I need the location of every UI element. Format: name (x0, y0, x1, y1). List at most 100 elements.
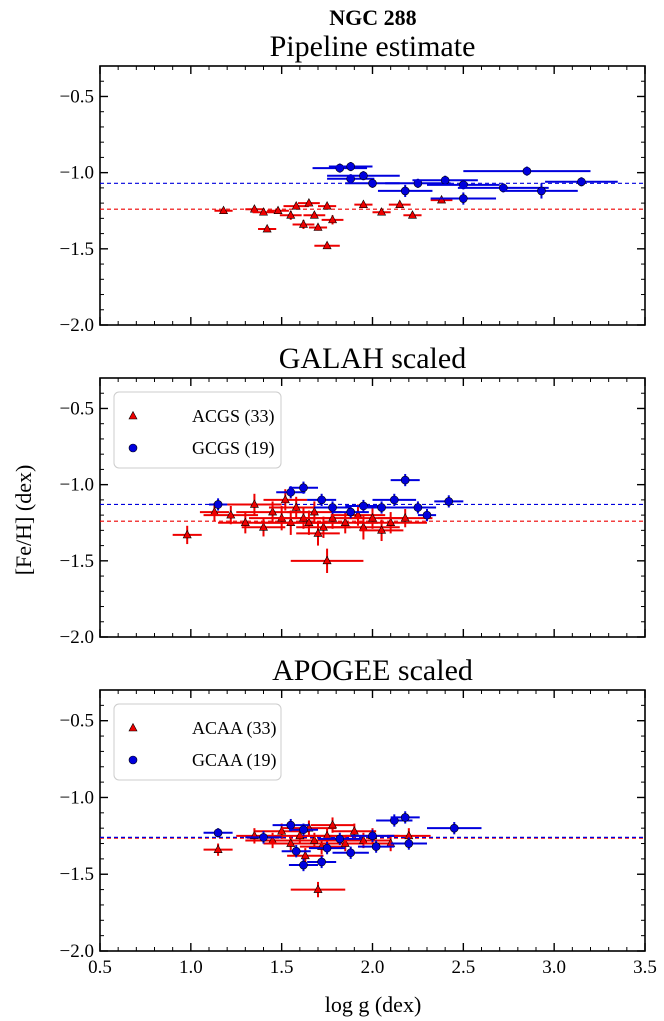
data-point (377, 207, 387, 216)
data-point (340, 838, 350, 847)
data-point (404, 839, 414, 848)
y-tick-label: −0.5 (60, 398, 94, 419)
x-tick-label: 0.5 (88, 957, 112, 978)
data-point (317, 495, 326, 505)
data-point (262, 223, 272, 233)
data-point (304, 517, 314, 527)
data-point (291, 502, 301, 511)
data-point (249, 499, 259, 508)
data-point (328, 214, 338, 224)
x-axis-label: log g (dex) (325, 992, 422, 1017)
data-point (286, 210, 296, 219)
data-point (368, 179, 377, 188)
y-tick-label: −1.0 (60, 475, 94, 496)
data-point (313, 884, 323, 893)
y-tick-label: −2.0 (60, 941, 94, 962)
y-tick-label: −2.0 (60, 627, 94, 648)
data-point (359, 501, 368, 511)
y-tick-label: −1.0 (60, 787, 94, 808)
data-point (368, 831, 377, 841)
y-tick-label: −1.5 (60, 551, 94, 572)
data-point (313, 222, 323, 231)
data-point (444, 497, 454, 506)
panel-title: GALAH scaled (279, 342, 466, 375)
data-point (335, 163, 345, 173)
data-point (291, 846, 301, 856)
panel-1: Pipeline estimate −0.5 −1.0 −1.5 −2.0 (60, 30, 646, 336)
data-point (413, 503, 423, 512)
data-point (286, 838, 296, 847)
data-point (346, 162, 356, 171)
data-point (349, 826, 359, 835)
x-tick-label: 3.5 (633, 957, 657, 978)
y-tick-label: −2.0 (60, 315, 94, 336)
data-point (368, 513, 377, 522)
data-point (268, 506, 278, 516)
data-point (304, 197, 314, 207)
data-point (280, 494, 290, 504)
y-tick-label: −0.5 (60, 86, 94, 107)
data-point (377, 525, 387, 534)
data-point (313, 528, 323, 537)
data-point (522, 166, 532, 176)
data-point (322, 555, 332, 565)
legend-marker (128, 722, 138, 732)
data-point (498, 183, 508, 193)
data-point (407, 210, 417, 219)
legend: ACGS (33) GCGS (19) (113, 391, 282, 469)
data-point (309, 506, 319, 516)
data-point (259, 833, 268, 842)
x-tick-label: 2.0 (361, 957, 385, 978)
legend-box (113, 703, 282, 781)
series-triangle (214, 194, 453, 250)
legend-marker (128, 755, 138, 765)
data-point (422, 510, 432, 520)
data-point (449, 823, 459, 833)
data-point (318, 522, 328, 531)
y-tick-label: −1.0 (60, 163, 94, 184)
data-point (459, 194, 468, 203)
data-point (259, 207, 268, 216)
data-point (299, 825, 308, 835)
data-point (371, 842, 381, 851)
legend-label: ACAA (33) (192, 718, 277, 739)
data-point (182, 529, 192, 539)
data-point (298, 219, 308, 228)
data-point (340, 517, 350, 527)
axes-frame (99, 65, 646, 326)
y-tick-label: −1.5 (60, 864, 94, 885)
data-point (219, 205, 229, 215)
data-point (226, 509, 236, 519)
legend-label: ACGS (33) (192, 406, 275, 427)
data-point (317, 857, 326, 867)
series-circle (209, 473, 464, 522)
data-point (213, 828, 223, 838)
panel-title: Pipeline estimate (270, 30, 476, 63)
data-point (240, 517, 250, 527)
data-point (286, 820, 296, 830)
series-triangle (172, 489, 433, 574)
panel-title: APOGEE scaled (272, 654, 473, 687)
data-point (299, 483, 308, 492)
legend-marker (128, 410, 138, 420)
data-point (309, 210, 319, 219)
x-tick-label: 2.5 (451, 957, 475, 978)
data-point (299, 860, 308, 870)
series-circle (312, 161, 618, 205)
data-point (291, 201, 301, 210)
y-tick-label: −1.5 (60, 239, 94, 260)
data-point (213, 500, 223, 509)
x-tick-label: 3.0 (542, 957, 566, 978)
data-point (309, 835, 319, 844)
data-point (277, 826, 287, 835)
series-circle (203, 811, 482, 872)
data-point (377, 503, 386, 512)
legend: ACAA (33) GCAA (19) (113, 703, 282, 781)
panel-2: GALAH scaled −0.5 −1.0 −1.5 −2.0 ACGS (33) GCG… (60, 342, 646, 648)
x-tick-label: 1.0 (179, 957, 203, 978)
data-point (328, 503, 337, 512)
data-point (577, 177, 586, 187)
data-point (286, 487, 296, 497)
